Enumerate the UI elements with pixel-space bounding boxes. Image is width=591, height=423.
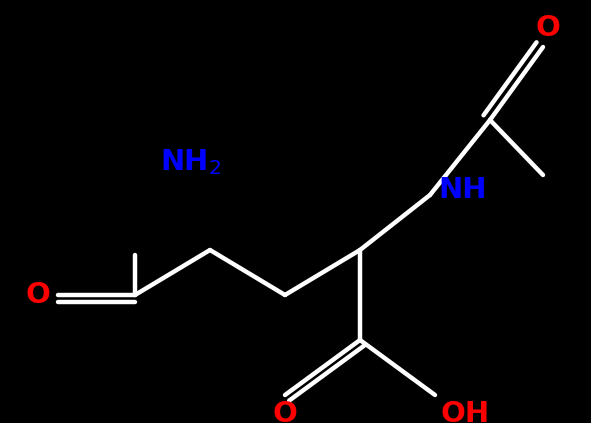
Text: O: O [25, 281, 50, 309]
Text: O: O [272, 400, 297, 423]
Text: O: O [535, 14, 560, 42]
Text: NH$_2$: NH$_2$ [160, 147, 221, 177]
Text: OH: OH [440, 400, 489, 423]
Text: NH: NH [438, 176, 486, 204]
